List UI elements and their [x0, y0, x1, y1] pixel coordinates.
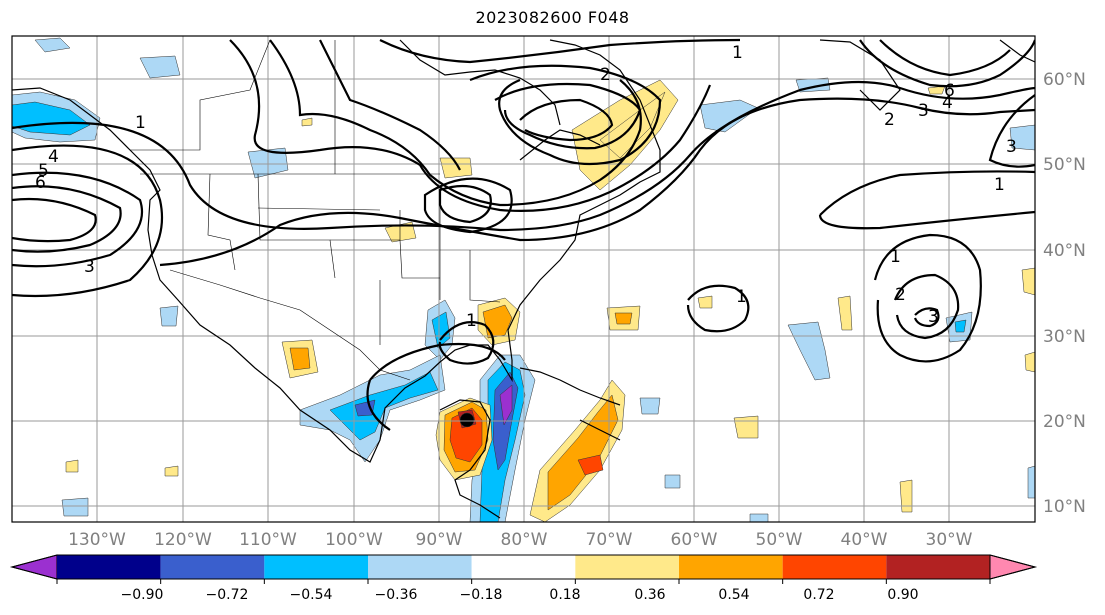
- lon-label: 80°W: [501, 530, 548, 550]
- colorbar-tick-label: 0.72: [803, 587, 834, 603]
- colorbar-tick-label: 0.36: [634, 587, 665, 603]
- lon-label: 60°W: [671, 530, 718, 550]
- contour-label: 3: [918, 101, 929, 121]
- colorbar-tick-label: −0.90: [121, 587, 164, 603]
- graticule: [12, 36, 1035, 522]
- contour-label: 2: [600, 65, 611, 85]
- colorbar: [10, 554, 1037, 584]
- colorbar-segment: [782, 555, 887, 579]
- colorbar-tick-label: −0.54: [290, 587, 333, 603]
- contour-label: 1: [732, 43, 743, 63]
- contour-label: 5: [38, 161, 49, 181]
- latitude-labels: 60°N 50°N 40°N 30°N 20°N 10°N: [1043, 70, 1086, 517]
- contour-label: 3: [928, 307, 939, 327]
- colorbar-segment: [264, 555, 368, 579]
- contour-label: 2: [895, 285, 906, 305]
- colorbar-tick-label: −0.18: [460, 587, 503, 603]
- contour-label: 4: [942, 93, 953, 113]
- contour-label: 1: [994, 175, 1005, 195]
- lat-label: 10°N: [1043, 497, 1086, 517]
- height-contours: [12, 38, 1035, 431]
- contour-label: 6: [35, 173, 46, 193]
- lon-label: 100°W: [325, 530, 383, 550]
- lat-label: 40°N: [1043, 241, 1086, 261]
- contour-labels: 1 3 4 5 6 1 2 3 4 6 1 2 3 1 1 3 1 2: [35, 43, 1017, 331]
- colorbar-tick-label: 0.18: [549, 587, 580, 603]
- contour-label: 1: [135, 113, 146, 133]
- lon-label: 30°W: [926, 530, 973, 550]
- lat-label: 60°N: [1043, 70, 1086, 90]
- lon-label: 110°W: [239, 530, 297, 550]
- colorbar-tick-label: 0.54: [718, 587, 749, 603]
- colorbar-labels: −0.90 −0.72 −0.54 −0.36 −0.18 0.18 0.36 …: [121, 587, 919, 603]
- colorbar-segment: [679, 555, 783, 579]
- colorbar-segment: [471, 555, 576, 579]
- colorbar-extend-low: [10, 554, 58, 580]
- lon-label: 50°W: [756, 530, 803, 550]
- coastlines: [12, 39, 1035, 519]
- contour-label: 1: [466, 311, 477, 331]
- contour-label: 1: [890, 247, 901, 267]
- longitude-labels: 130°W 120°W 110°W 100°W 90°W 80°W 70°W 6…: [68, 530, 973, 550]
- contour-label: 1: [736, 287, 747, 307]
- lon-label: 90°W: [416, 530, 463, 550]
- map-title: 2023082600 F048: [475, 8, 630, 27]
- lon-label: 120°W: [154, 530, 212, 550]
- lon-label: 40°W: [841, 530, 888, 550]
- colorbar-segment: [160, 555, 265, 579]
- contour-label: 4: [48, 147, 59, 167]
- colorbar-tick-label: 0.90: [887, 587, 918, 603]
- lat-label: 30°N: [1043, 327, 1086, 347]
- colorbar-segment: [368, 555, 472, 579]
- colorbar-tick-label: −0.36: [375, 587, 418, 603]
- map-frame: [11, 35, 1036, 523]
- lon-label: 70°W: [586, 530, 633, 550]
- colorbar-extend-high: [989, 554, 1037, 580]
- colorbar-tick-label: −0.72: [206, 587, 249, 603]
- lat-label: 20°N: [1043, 412, 1086, 432]
- contour-label: 3: [84, 257, 95, 277]
- contour-label: 2: [884, 110, 895, 130]
- lon-label: 130°W: [68, 530, 126, 550]
- contour-label: 3: [1006, 137, 1017, 157]
- contour-label: 6: [944, 81, 955, 101]
- colorbar-segment: [57, 555, 161, 579]
- lat-label: 50°N: [1043, 155, 1086, 175]
- colorbar-segment: [886, 555, 990, 579]
- colorbar-segment: [575, 555, 679, 579]
